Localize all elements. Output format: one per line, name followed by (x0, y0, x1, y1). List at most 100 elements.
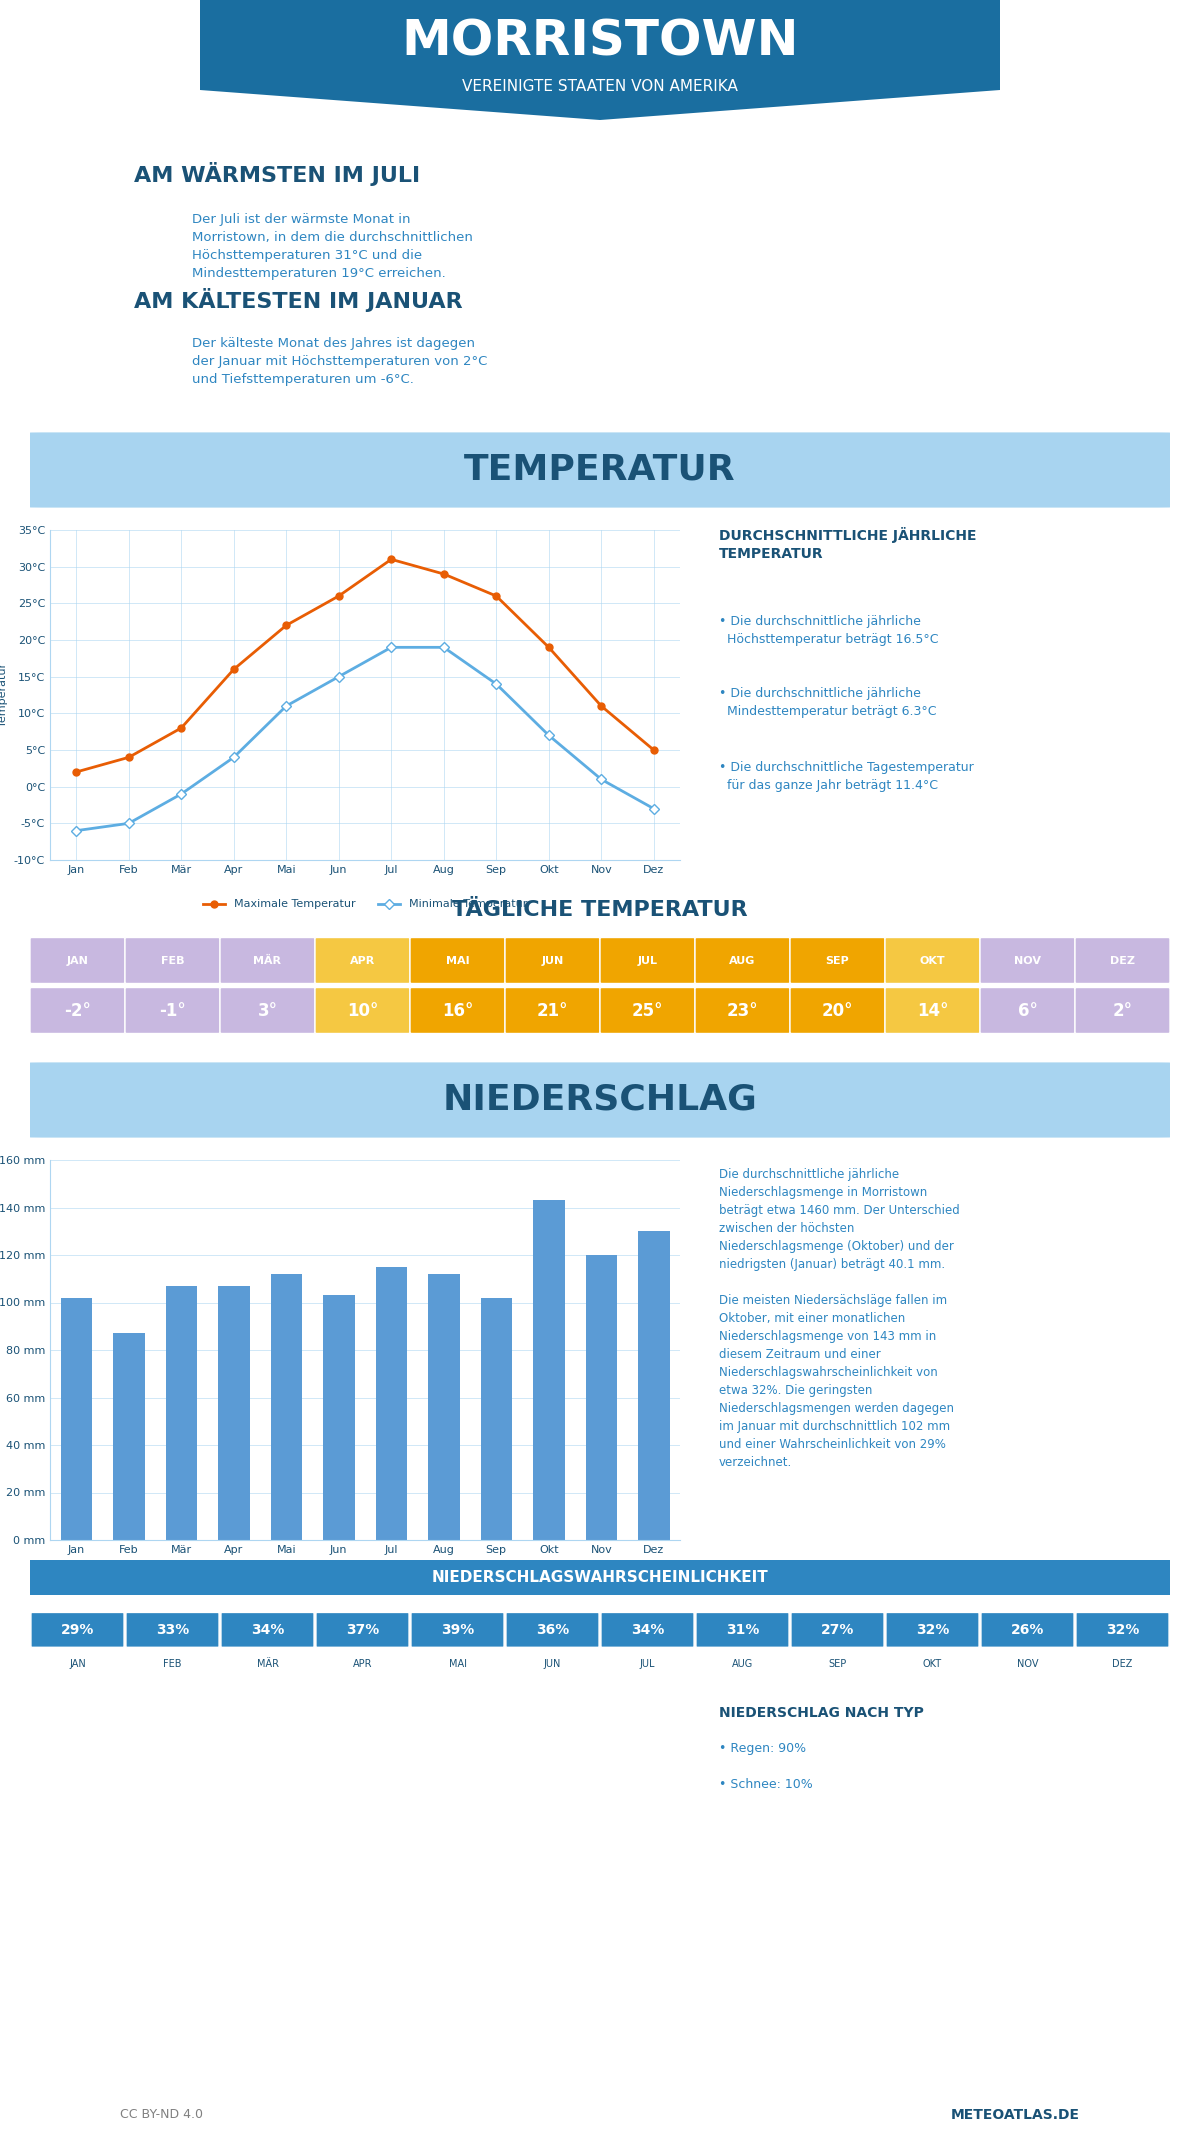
Text: 26%: 26% (1010, 1622, 1044, 1637)
Text: MÄR: MÄR (257, 1658, 278, 1669)
Text: TEMPERATUR: TEMPERATUR (464, 454, 736, 488)
FancyBboxPatch shape (695, 937, 790, 984)
Text: MAI: MAI (445, 954, 469, 965)
Bar (166, 1286, 197, 1541)
Y-axis label: Temperatur: Temperatur (0, 663, 8, 728)
Text: 23°: 23° (727, 1002, 758, 1019)
FancyBboxPatch shape (886, 987, 980, 1034)
FancyBboxPatch shape (125, 937, 220, 984)
Text: 34%: 34% (251, 1622, 284, 1637)
Text: AM WÄRMSTEN IM JULI: AM WÄRMSTEN IM JULI (134, 163, 420, 186)
Text: 29%: 29% (61, 1622, 94, 1637)
Text: DEZ: DEZ (1110, 954, 1135, 965)
FancyBboxPatch shape (19, 432, 1182, 507)
FancyBboxPatch shape (314, 987, 410, 1034)
FancyBboxPatch shape (126, 1611, 220, 1648)
Text: 27%: 27% (821, 1622, 854, 1637)
FancyBboxPatch shape (600, 937, 695, 984)
Text: 16°: 16° (442, 1002, 473, 1019)
Text: DEZ: DEZ (1112, 1658, 1133, 1669)
Text: JUN: JUN (544, 1658, 562, 1669)
FancyBboxPatch shape (19, 1061, 1182, 1138)
Text: AUG: AUG (730, 954, 756, 965)
Bar (533, 1201, 564, 1541)
Text: 39%: 39% (440, 1622, 474, 1637)
Text: 37%: 37% (346, 1622, 379, 1637)
Text: VEREINIGTE STAATEN VON AMERIKA: VEREINIGTE STAATEN VON AMERIKA (462, 79, 738, 94)
Polygon shape (200, 0, 1000, 120)
FancyBboxPatch shape (980, 987, 1075, 1034)
FancyBboxPatch shape (220, 937, 314, 984)
FancyBboxPatch shape (410, 937, 505, 984)
FancyBboxPatch shape (886, 937, 980, 984)
Text: 33%: 33% (156, 1622, 190, 1637)
Text: TÄGLICHE TEMPERATUR: TÄGLICHE TEMPERATUR (452, 901, 748, 920)
Bar (113, 1333, 144, 1541)
Text: Die durchschnittliche jährliche
Niederschlagsmenge in Morristown
beträgt etwa 14: Die durchschnittliche jährliche Niedersc… (719, 1168, 960, 1468)
Text: AUG: AUG (732, 1658, 754, 1669)
FancyBboxPatch shape (886, 1611, 979, 1648)
FancyBboxPatch shape (221, 1611, 314, 1648)
Text: OKT: OKT (923, 1658, 942, 1669)
Text: -1°: -1° (160, 1002, 186, 1019)
Text: NIEDERSCHLAG: NIEDERSCHLAG (443, 1083, 757, 1117)
Text: 3°: 3° (258, 1002, 277, 1019)
Text: JAN: JAN (66, 954, 89, 965)
FancyBboxPatch shape (314, 937, 410, 984)
FancyBboxPatch shape (1075, 987, 1170, 1034)
Text: SEP: SEP (826, 954, 850, 965)
Legend: Maximale Temperatur, Minimale Temperatur: Maximale Temperatur, Minimale Temperatur (198, 895, 532, 914)
Text: 20°: 20° (822, 1002, 853, 1019)
FancyBboxPatch shape (696, 1611, 790, 1648)
Bar (586, 1254, 617, 1541)
Legend: Niederschlagssumme: Niederschlagssumme (284, 1564, 445, 1584)
Bar (323, 1295, 354, 1541)
Text: MAI: MAI (449, 1658, 467, 1669)
Text: MÄR: MÄR (253, 954, 282, 965)
Text: • Regen: 90%: • Regen: 90% (719, 1742, 806, 1755)
Text: 10°: 10° (347, 1002, 378, 1019)
Text: 14°: 14° (917, 1002, 948, 1019)
Text: 32%: 32% (1106, 1622, 1139, 1637)
Text: NOV: NOV (1016, 1658, 1038, 1669)
Text: • Die durchschnittliche jährliche
  Mindesttemperatur beträgt 6.3°C: • Die durchschnittliche jährliche Mindes… (719, 687, 936, 717)
Text: • Die durchschnittliche jährliche
  Höchsttemperatur beträgt 16.5°C: • Die durchschnittliche jährliche Höchst… (719, 614, 938, 646)
Text: Der Juli ist der wärmste Monat in
Morristown, in dem die durchschnittlichen
Höch: Der Juli ist der wärmste Monat in Morris… (192, 212, 473, 280)
Text: METEOATLAS.DE: METEOATLAS.DE (952, 2108, 1080, 2123)
FancyBboxPatch shape (410, 1611, 504, 1648)
Text: 25°: 25° (631, 1002, 664, 1019)
Text: FEB: FEB (163, 1658, 181, 1669)
Bar (638, 1230, 670, 1541)
FancyBboxPatch shape (505, 937, 600, 984)
FancyBboxPatch shape (980, 1611, 1074, 1648)
Text: JUL: JUL (640, 1658, 655, 1669)
FancyBboxPatch shape (980, 937, 1075, 984)
Text: SEP: SEP (828, 1658, 847, 1669)
Text: OKT: OKT (919, 954, 946, 965)
Text: JAN: JAN (70, 1658, 86, 1669)
Bar (480, 1297, 512, 1541)
Bar (428, 1273, 460, 1541)
Text: 21°: 21° (536, 1002, 569, 1019)
Text: MORRISTOWN: MORRISTOWN (401, 17, 799, 66)
FancyBboxPatch shape (790, 937, 886, 984)
FancyBboxPatch shape (31, 1611, 124, 1648)
Text: • Schnee: 10%: • Schnee: 10% (719, 1778, 812, 1791)
Text: 34%: 34% (631, 1622, 664, 1637)
FancyBboxPatch shape (125, 987, 220, 1034)
Text: • Die durchschnittliche Tagestemperatur
  für das ganze Jahr beträgt 11.4°C: • Die durchschnittliche Tagestemperatur … (719, 762, 973, 792)
Text: 2°: 2° (1112, 1002, 1133, 1019)
Text: AM KÄLTESTEN IM JANUAR: AM KÄLTESTEN IM JANUAR (134, 289, 463, 312)
Text: NOV: NOV (1014, 954, 1042, 965)
Bar (60, 1297, 92, 1541)
Text: FEB: FEB (161, 954, 185, 965)
FancyBboxPatch shape (410, 987, 505, 1034)
FancyBboxPatch shape (19, 1560, 1182, 1594)
FancyBboxPatch shape (506, 1611, 599, 1648)
FancyBboxPatch shape (601, 1611, 694, 1648)
FancyBboxPatch shape (30, 987, 125, 1034)
Text: 32%: 32% (916, 1622, 949, 1637)
Text: NIEDERSCHLAG NACH TYP: NIEDERSCHLAG NACH TYP (719, 1706, 924, 1721)
FancyBboxPatch shape (220, 987, 314, 1034)
Text: 6°: 6° (1018, 1002, 1038, 1019)
